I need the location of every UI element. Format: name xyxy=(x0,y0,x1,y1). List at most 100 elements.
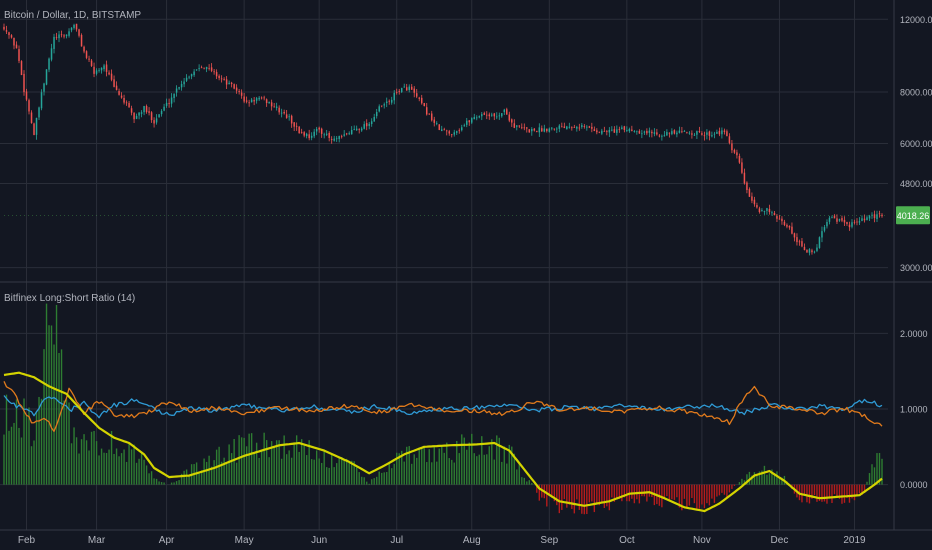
candle-body xyxy=(691,133,693,135)
candle-body xyxy=(33,123,35,135)
candle-body xyxy=(330,139,333,141)
candle-body xyxy=(170,97,173,104)
histogram-bar xyxy=(413,454,415,485)
histogram-bar xyxy=(118,456,120,485)
candle-body xyxy=(238,91,240,92)
histogram-bar xyxy=(871,464,873,485)
histogram-bar xyxy=(816,484,818,502)
candle-body xyxy=(778,218,781,220)
candle-body xyxy=(756,205,758,208)
histogram-bar xyxy=(351,460,353,485)
candle-body xyxy=(723,130,726,132)
histogram-bar xyxy=(133,444,135,485)
candle-body xyxy=(596,130,598,133)
histogram-bar xyxy=(828,484,831,497)
histogram-bar xyxy=(115,448,118,485)
histogram-bar xyxy=(446,442,448,485)
x-tick-label: Dec xyxy=(771,535,789,546)
histogram-bar xyxy=(768,473,771,485)
histogram-bar xyxy=(758,471,761,485)
histogram-bar xyxy=(78,453,80,485)
candle-body xyxy=(45,69,48,85)
candle-body xyxy=(688,132,691,134)
histogram-bar xyxy=(511,446,513,485)
candle-body xyxy=(473,117,476,120)
candle-body xyxy=(741,162,743,173)
candle-body xyxy=(621,127,623,129)
histogram-bar xyxy=(108,449,110,485)
candle-body xyxy=(781,218,783,222)
histogram-bar xyxy=(753,472,756,485)
candle-body xyxy=(498,115,501,117)
histogram-bar xyxy=(160,482,163,485)
histogram-bar xyxy=(303,443,305,485)
histogram-bar xyxy=(606,484,608,507)
histogram-bar xyxy=(808,484,811,504)
histogram-bar xyxy=(60,349,63,485)
candle-body xyxy=(761,210,763,211)
candle-body xyxy=(668,132,671,134)
candle-body xyxy=(821,231,823,238)
histogram-bar xyxy=(143,459,145,485)
candle-body xyxy=(528,129,531,133)
candle-body xyxy=(606,131,608,132)
candle-body xyxy=(195,69,198,71)
candle-body xyxy=(15,44,18,49)
candle-body xyxy=(293,122,295,127)
histogram-bar xyxy=(751,475,753,485)
histogram-bar xyxy=(5,394,8,485)
histogram-bar xyxy=(55,304,58,485)
candle-body xyxy=(165,102,168,106)
candle-body xyxy=(453,132,456,135)
histogram-bar xyxy=(806,484,808,503)
histogram-bar xyxy=(53,344,55,485)
histogram-bar xyxy=(75,437,78,485)
candle-body xyxy=(566,126,568,130)
grid-lines xyxy=(0,0,932,531)
candle-body xyxy=(58,34,60,39)
histogram-bar xyxy=(638,484,641,504)
candle-body xyxy=(75,23,78,30)
candle-body xyxy=(553,128,556,130)
histogram-bar xyxy=(383,472,385,485)
histogram-bar xyxy=(733,484,736,486)
histogram-bar xyxy=(148,473,150,485)
histogram-bar xyxy=(338,456,340,485)
candle-body xyxy=(273,106,275,108)
histogram-bar xyxy=(120,453,123,485)
histogram-bar xyxy=(180,473,183,485)
candle-body xyxy=(648,130,651,133)
histogram-bar xyxy=(70,443,73,485)
histogram-bar xyxy=(516,469,518,485)
histogram-bar xyxy=(863,484,866,493)
candle-body xyxy=(526,127,528,129)
candle-body xyxy=(5,30,8,32)
candle-body xyxy=(753,199,756,205)
histogram-bar xyxy=(20,437,23,485)
histogram-bar xyxy=(491,439,493,485)
candle-body xyxy=(653,132,656,134)
histogram-bar xyxy=(220,461,223,485)
histogram-bar xyxy=(461,434,463,485)
candle-body xyxy=(466,120,468,125)
histogram-bar xyxy=(426,462,428,485)
histogram-bar xyxy=(703,484,706,509)
histogram-bar xyxy=(210,466,213,485)
candle-body xyxy=(408,86,410,91)
candle-body xyxy=(703,135,706,137)
candle-body xyxy=(123,98,125,103)
candle-body xyxy=(265,99,268,104)
histogram-bar xyxy=(716,484,718,497)
histogram-bar xyxy=(551,484,553,498)
histogram-bar xyxy=(773,473,776,485)
candle-body xyxy=(698,131,701,133)
histogram-bar xyxy=(776,471,778,485)
candle-body xyxy=(823,227,826,231)
histogram-bar xyxy=(558,484,561,514)
candle-body xyxy=(448,131,451,134)
histogram-bar xyxy=(28,407,30,485)
histogram-bar xyxy=(335,463,338,485)
candle-body xyxy=(205,66,208,69)
histogram-bar xyxy=(153,478,155,485)
histogram-bar xyxy=(293,442,295,485)
